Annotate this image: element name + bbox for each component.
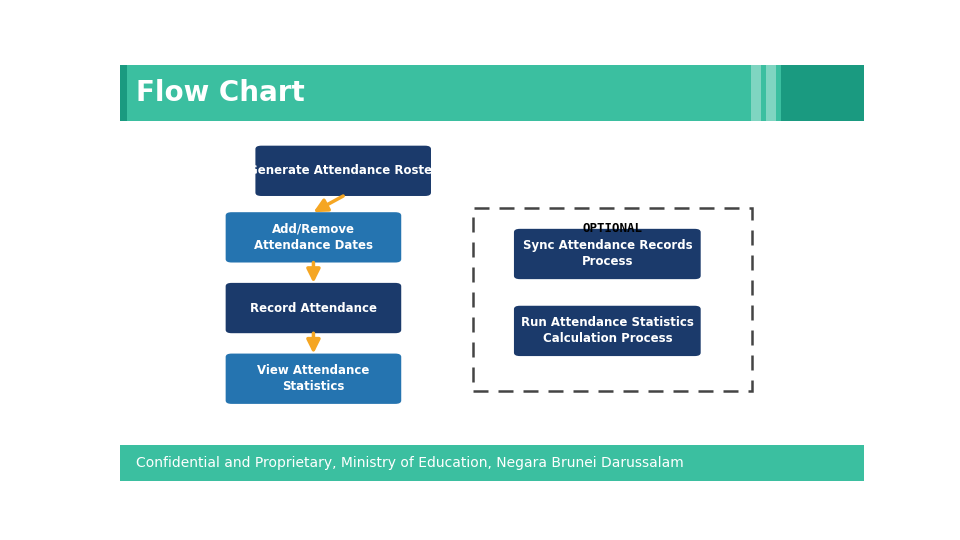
FancyBboxPatch shape <box>120 65 864 121</box>
Text: Flow Chart: Flow Chart <box>136 79 305 107</box>
FancyBboxPatch shape <box>120 446 864 481</box>
Text: View Attendance
Statistics: View Attendance Statistics <box>257 364 370 393</box>
FancyBboxPatch shape <box>226 212 401 262</box>
FancyBboxPatch shape <box>766 65 777 121</box>
Text: Record Attendance: Record Attendance <box>250 301 377 314</box>
Text: Add/Remove
Attendance Dates: Add/Remove Attendance Dates <box>254 223 372 252</box>
FancyBboxPatch shape <box>514 306 701 356</box>
Text: Run Attendance Statistics
Calculation Process: Run Attendance Statistics Calculation Pr… <box>521 316 694 346</box>
FancyBboxPatch shape <box>120 65 128 121</box>
FancyBboxPatch shape <box>780 65 864 121</box>
Text: OPTIONAL: OPTIONAL <box>583 222 643 235</box>
Text: Generate Attendance Roster: Generate Attendance Roster <box>249 164 438 177</box>
FancyBboxPatch shape <box>473 208 753 391</box>
FancyBboxPatch shape <box>751 65 761 121</box>
Text: Sync Attendance Records
Process: Sync Attendance Records Process <box>522 239 692 268</box>
Text: Confidential and Proprietary, Ministry of Education, Negara Brunei Darussalam: Confidential and Proprietary, Ministry o… <box>136 456 684 470</box>
FancyBboxPatch shape <box>226 283 401 333</box>
FancyBboxPatch shape <box>255 146 431 196</box>
FancyBboxPatch shape <box>514 229 701 279</box>
FancyBboxPatch shape <box>226 354 401 404</box>
